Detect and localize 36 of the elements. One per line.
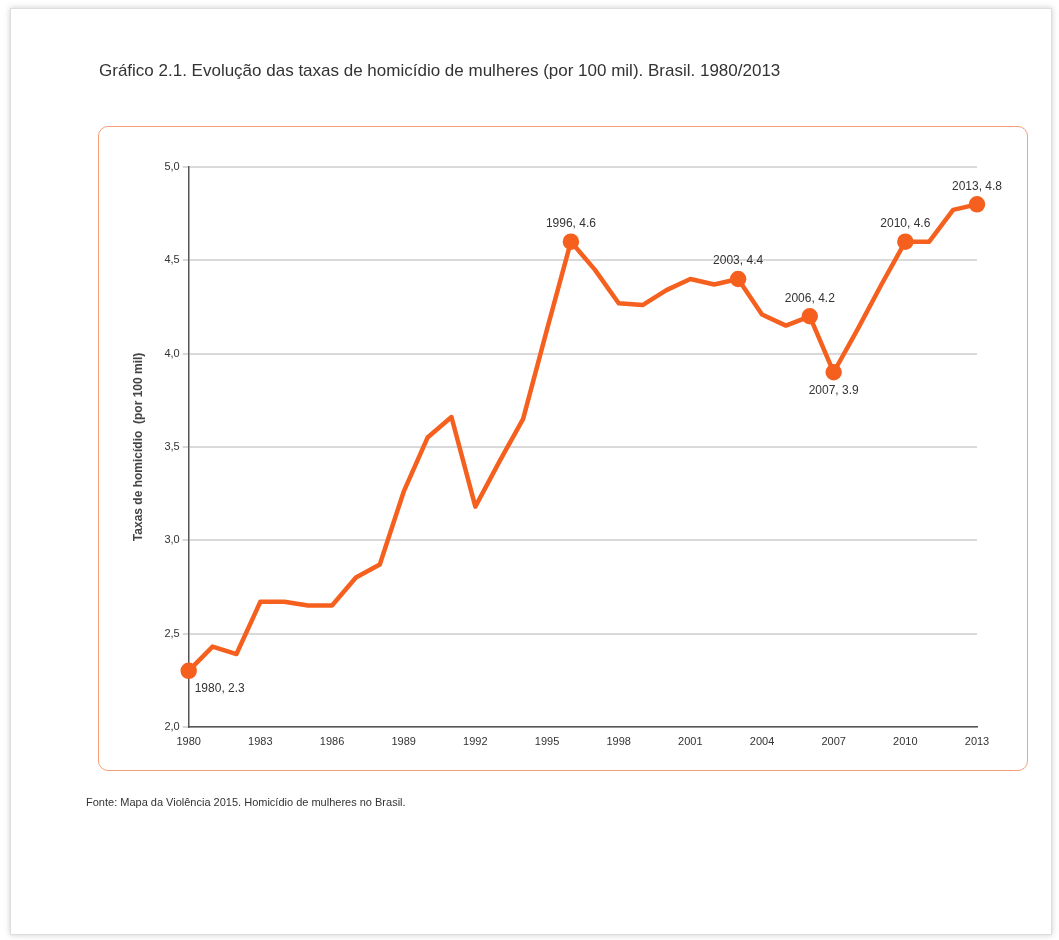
x-tick-label: 2010 — [893, 735, 918, 748]
x-tick-label: 1983 — [248, 735, 273, 748]
point — [897, 233, 914, 250]
chart-title: Gráfico 2.1. Evolução das taxas de homicídio de mulheres (por 100 mil). Brasil. 1980/2013 — [99, 61, 781, 81]
data-label: 2007, 3.9 — [808, 382, 860, 397]
point — [801, 308, 819, 325]
x-tick-label: 1989 — [391, 735, 416, 748]
point — [968, 196, 986, 213]
y-tick-label: 4,0 — [164, 346, 180, 359]
data-label: 1980, 2.3 — [194, 681, 246, 696]
x-tick-label: 1986 — [319, 735, 345, 748]
y-axis-title: Taxas de homicídio (por 100 mil) — [130, 352, 145, 542]
data-label: 2003, 4.4 — [713, 253, 764, 268]
data-label: 2010, 4.6 — [880, 215, 931, 230]
y-tick-label: 2,5 — [164, 626, 180, 639]
y-tick-label: 4,5 — [164, 253, 180, 266]
data-label: 2006, 4.2 — [784, 290, 836, 305]
x-tick-label: 2004 — [749, 735, 775, 748]
y-tick-label: 2,0 — [164, 719, 180, 732]
x-tick-label: 2013 — [964, 735, 990, 748]
point — [825, 364, 842, 381]
point — [562, 233, 580, 250]
x-tick-label: 1995 — [534, 735, 560, 748]
x-tick-label: 1992 — [463, 735, 488, 748]
data-label: 1996, 4.6 — [545, 215, 597, 230]
data-label: 2013, 4.8 — [951, 178, 1003, 193]
source-note: Fonte: Mapa da Violência 2015. Homicídio de mulheres no Brasil. — [86, 796, 406, 808]
x-tick-label: 2001 — [678, 735, 703, 748]
x-tick-label: 2007 — [821, 735, 846, 748]
y-tick-label: 3,5 — [164, 439, 180, 452]
point — [180, 662, 197, 680]
y-tick-label: 3,0 — [164, 533, 180, 546]
y-tick-label: 5,0 — [164, 160, 180, 173]
point — [729, 270, 747, 288]
x-tick-label: 1980 — [176, 735, 201, 748]
x-tick-label: 1998 — [606, 735, 631, 748]
